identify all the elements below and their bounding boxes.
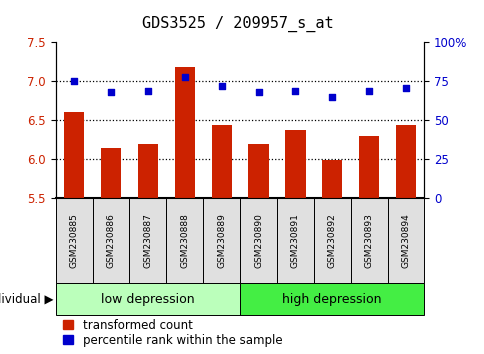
FancyBboxPatch shape [387, 198, 424, 283]
Text: GSM230887: GSM230887 [143, 213, 152, 268]
Text: high depression: high depression [282, 293, 381, 306]
Text: GSM230886: GSM230886 [106, 213, 115, 268]
Bar [321, 160, 342, 198]
Text: GSM230889: GSM230889 [217, 213, 226, 268]
Text: GSM230890: GSM230890 [254, 213, 262, 268]
Point [70, 79, 78, 84]
Bar [285, 130, 305, 198]
Text: GSM230893: GSM230893 [364, 213, 373, 268]
Point [107, 90, 115, 95]
Text: GDS3525 / 209957_s_at: GDS3525 / 209957_s_at [141, 16, 333, 32]
Point [254, 90, 262, 95]
Bar [64, 112, 84, 198]
FancyBboxPatch shape [129, 198, 166, 283]
Point [364, 88, 372, 93]
FancyBboxPatch shape [203, 198, 240, 283]
Text: GSM230891: GSM230891 [290, 213, 299, 268]
FancyBboxPatch shape [350, 198, 387, 283]
FancyBboxPatch shape [166, 198, 203, 283]
FancyBboxPatch shape [56, 198, 92, 283]
FancyBboxPatch shape [313, 198, 350, 283]
Point [291, 88, 299, 93]
Point [181, 74, 188, 80]
FancyBboxPatch shape [92, 198, 129, 283]
Point [328, 94, 335, 100]
Text: GSM230894: GSM230894 [401, 213, 409, 268]
Point [144, 88, 151, 93]
Bar [174, 67, 195, 198]
Legend: transformed count, percentile rank within the sample: transformed count, percentile rank withi… [61, 318, 283, 348]
Bar [137, 144, 158, 198]
Text: GSM230885: GSM230885 [70, 213, 78, 268]
Bar [101, 148, 121, 198]
FancyBboxPatch shape [240, 198, 276, 283]
Bar [395, 125, 415, 198]
FancyBboxPatch shape [276, 198, 313, 283]
Bar [211, 125, 231, 198]
Bar [358, 136, 378, 198]
Text: low depression: low depression [101, 293, 195, 306]
Text: GSM230888: GSM230888 [180, 213, 189, 268]
Bar [248, 144, 268, 198]
Point [217, 83, 225, 89]
Point [401, 85, 409, 91]
Text: individual ▶: individual ▶ [0, 293, 53, 306]
FancyBboxPatch shape [240, 283, 424, 315]
FancyBboxPatch shape [56, 283, 240, 315]
Text: GSM230892: GSM230892 [327, 213, 336, 268]
